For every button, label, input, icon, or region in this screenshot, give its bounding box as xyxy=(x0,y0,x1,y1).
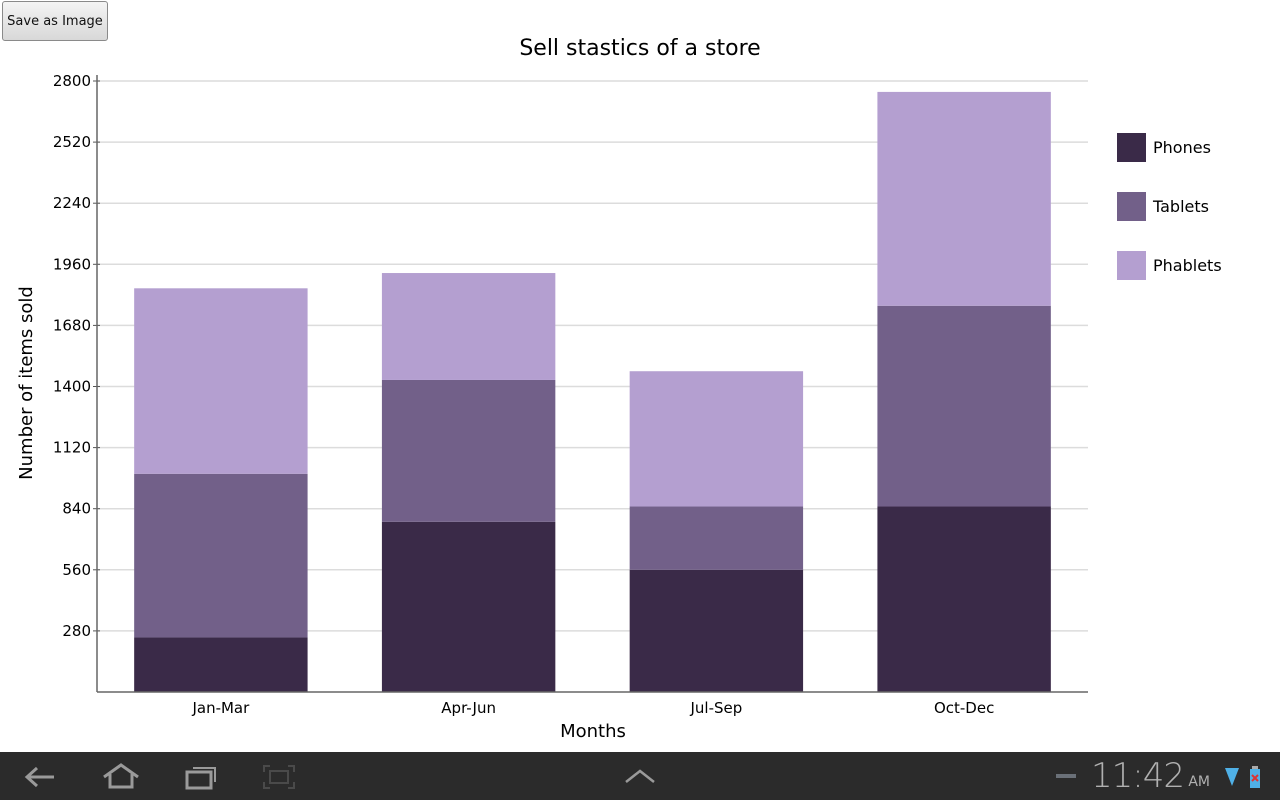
y-axis-label: Number of items sold xyxy=(16,286,37,480)
bar-phablets-apr-jun xyxy=(381,273,556,380)
clock-ampm: AM xyxy=(1188,774,1210,790)
y-tick-label: 1120 xyxy=(53,439,91,457)
y-tick-label: 1680 xyxy=(53,316,91,334)
wifi-icon xyxy=(1225,768,1239,786)
bar-phones-oct-dec xyxy=(877,506,1051,692)
y-tick-label: 2520 xyxy=(53,133,91,151)
y-tick-label: 1960 xyxy=(53,255,91,273)
x-axis-label: Months xyxy=(560,721,626,742)
system-navigation-bar: 11:42 AM xyxy=(0,752,1280,800)
legend-label: Phablets xyxy=(1153,256,1222,275)
x-tick-label: Apr-Jun xyxy=(441,699,496,717)
back-icon[interactable] xyxy=(22,764,58,790)
legend-label: Tablets xyxy=(1152,197,1209,216)
y-tick-label: 840 xyxy=(62,500,91,518)
chart: Sell stastics of a store 280 560 840 1120 14… xyxy=(16,36,1222,742)
legend-swatch-phones xyxy=(1117,133,1146,162)
chart-title: Sell stastics of a store xyxy=(519,36,760,61)
legend-swatch-tablets xyxy=(1117,192,1146,221)
bar-phones-jul-sep xyxy=(629,569,804,692)
bar-phablets-jan-mar xyxy=(134,288,308,474)
battery-icon xyxy=(1250,766,1260,788)
x-tick-label: Oct-Dec xyxy=(934,699,994,717)
y-tick-label: 1400 xyxy=(53,378,91,396)
bar-tablets-apr-jun xyxy=(381,379,556,522)
legend-swatch-phablets xyxy=(1117,251,1146,280)
up-arrow-icon[interactable] xyxy=(624,768,656,784)
minus-icon xyxy=(1056,774,1076,778)
y-tick-label: 2800 xyxy=(53,72,91,90)
bars xyxy=(134,91,1051,692)
y-tick-label: 280 xyxy=(62,622,91,640)
bar-phablets-oct-dec xyxy=(877,91,1051,306)
bar-phablets-jul-sep xyxy=(629,371,804,507)
home-icon[interactable] xyxy=(100,762,142,790)
screenshot-icon[interactable] xyxy=(262,764,296,790)
recent-apps-icon[interactable] xyxy=(184,763,220,791)
bar-phones-apr-jun xyxy=(381,521,556,692)
legend: Phones Tablets Phablets xyxy=(1117,133,1222,280)
legend-label: Phones xyxy=(1153,138,1211,157)
axes: 280 560 840 1120 1400 1680 1960 2240 2520 2800 Jan… xyxy=(53,72,1088,717)
bar-phones-jan-mar xyxy=(134,637,308,692)
x-tick-label: Jan-Mar xyxy=(191,699,250,717)
bar-tablets-jul-sep xyxy=(629,506,804,570)
x-tick-label: Jul-Sep xyxy=(689,699,742,717)
bar-tablets-oct-dec xyxy=(877,305,1051,507)
y-tick-label: 560 xyxy=(62,561,91,579)
save-as-image-button[interactable]: Save as Image xyxy=(2,1,108,41)
y-tick-label: 2240 xyxy=(53,194,91,212)
bar-tablets-jan-mar xyxy=(134,473,308,638)
clock-time[interactable]: 11:42 xyxy=(1091,756,1185,796)
